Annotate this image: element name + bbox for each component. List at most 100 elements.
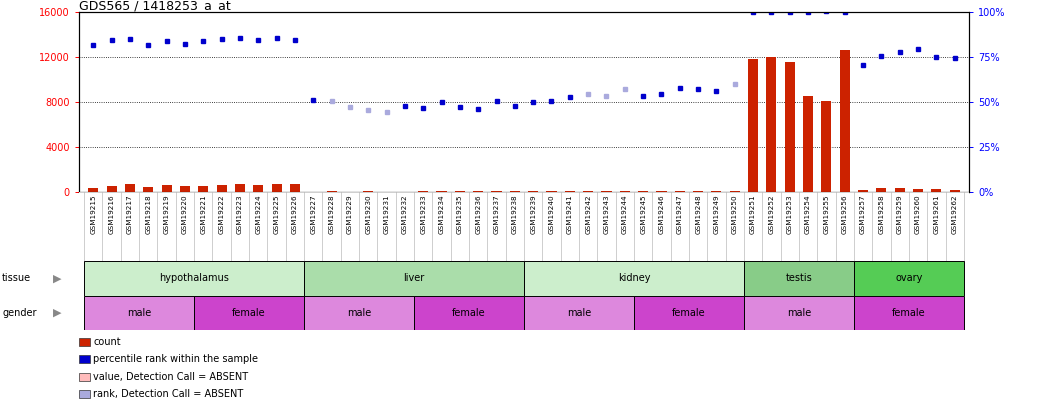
Text: tissue: tissue (2, 273, 31, 283)
Text: GSM19238: GSM19238 (511, 194, 518, 234)
Text: GSM19258: GSM19258 (878, 194, 885, 234)
Text: GSM19244: GSM19244 (621, 194, 628, 234)
Text: kidney: kidney (617, 273, 650, 283)
Bar (304, 296, 414, 330)
Bar (524, 296, 634, 330)
Text: GSM19256: GSM19256 (842, 194, 848, 234)
Text: rank, Detection Call = ABSENT: rank, Detection Call = ABSENT (93, 389, 243, 399)
Bar (858, 190, 868, 192)
Text: GSM19222: GSM19222 (219, 194, 224, 234)
Text: male: male (787, 308, 811, 318)
Text: GSM19246: GSM19246 (658, 194, 664, 234)
Text: GSM19229: GSM19229 (347, 194, 353, 234)
Text: GSM19220: GSM19220 (182, 194, 188, 234)
Text: GSM19221: GSM19221 (200, 194, 206, 234)
Text: GSM19259: GSM19259 (897, 194, 902, 234)
Bar (107, 186, 116, 192)
Text: GSM19234: GSM19234 (438, 194, 444, 234)
Bar (913, 189, 923, 192)
Bar (271, 184, 282, 192)
Bar (766, 57, 777, 192)
Bar (125, 185, 135, 192)
Text: GSM19236: GSM19236 (475, 194, 481, 234)
Text: GSM19242: GSM19242 (585, 194, 591, 234)
Bar (634, 296, 744, 330)
Text: GSM19248: GSM19248 (695, 194, 701, 234)
Bar (84, 296, 194, 330)
Text: value, Detection Call = ABSENT: value, Detection Call = ABSENT (93, 372, 248, 382)
Bar (949, 190, 960, 192)
Bar (194, 296, 304, 330)
Bar (744, 296, 854, 330)
Text: GSM19218: GSM19218 (146, 194, 151, 234)
Text: liver: liver (403, 273, 424, 283)
Text: GSM19219: GSM19219 (163, 194, 170, 234)
Bar (84, 261, 304, 296)
Bar (414, 296, 524, 330)
Text: GSM19262: GSM19262 (952, 194, 958, 234)
Text: GSM19232: GSM19232 (401, 194, 408, 234)
Text: GSM19249: GSM19249 (714, 194, 720, 234)
Bar (88, 188, 99, 192)
Text: GSM19215: GSM19215 (90, 194, 96, 234)
Text: male: male (127, 308, 151, 318)
Text: GSM19245: GSM19245 (640, 194, 647, 234)
Bar (524, 261, 744, 296)
Text: GSM19254: GSM19254 (805, 194, 811, 234)
Bar (932, 189, 941, 192)
Text: testis: testis (786, 273, 812, 283)
Bar (803, 96, 813, 192)
Bar (198, 186, 209, 192)
Bar (161, 185, 172, 192)
Text: GSM19240: GSM19240 (548, 194, 554, 234)
Text: GSM19216: GSM19216 (109, 194, 114, 234)
Bar (854, 296, 964, 330)
Text: GSM19227: GSM19227 (310, 194, 316, 234)
Text: GSM19223: GSM19223 (237, 194, 243, 234)
Bar (876, 188, 887, 192)
Text: GSM19253: GSM19253 (787, 194, 792, 234)
Text: GSM19255: GSM19255 (824, 194, 829, 234)
Text: GSM19226: GSM19226 (292, 194, 298, 234)
Bar (785, 62, 794, 192)
Bar (254, 185, 263, 192)
Bar (744, 261, 854, 296)
Text: GSM19235: GSM19235 (457, 194, 463, 234)
Text: GSM19257: GSM19257 (860, 194, 866, 234)
Text: percentile rank within the sample: percentile rank within the sample (93, 354, 258, 364)
Text: GSM19252: GSM19252 (768, 194, 774, 234)
Text: GSM19228: GSM19228 (328, 194, 334, 234)
Text: female: female (233, 308, 266, 318)
Text: GSM19250: GSM19250 (732, 194, 738, 234)
Text: GSM19225: GSM19225 (274, 194, 280, 234)
Text: GDS565 / 1418253_a_at: GDS565 / 1418253_a_at (79, 0, 231, 12)
Text: ovary: ovary (895, 273, 922, 283)
Text: GSM19231: GSM19231 (384, 194, 390, 234)
Text: GSM19230: GSM19230 (365, 194, 371, 234)
Text: female: female (892, 308, 925, 318)
Text: male: male (347, 308, 371, 318)
Text: gender: gender (2, 308, 37, 318)
Bar (235, 184, 245, 192)
Bar (364, 191, 373, 192)
Text: count: count (93, 337, 121, 347)
Text: GSM19217: GSM19217 (127, 194, 133, 234)
Bar (290, 184, 300, 192)
Text: GSM19233: GSM19233 (420, 194, 427, 234)
Text: female: female (452, 308, 486, 318)
Bar (854, 261, 964, 296)
Text: GSM19247: GSM19247 (677, 194, 683, 234)
Text: GSM19224: GSM19224 (256, 194, 261, 234)
Text: GSM19239: GSM19239 (530, 194, 537, 234)
Text: male: male (567, 308, 591, 318)
Bar (822, 101, 831, 192)
Bar (304, 261, 524, 296)
Bar (895, 188, 904, 192)
Bar (839, 51, 850, 192)
Bar (144, 187, 153, 192)
Text: GSM19260: GSM19260 (915, 194, 921, 234)
Text: GSM19261: GSM19261 (934, 194, 939, 234)
Text: GSM19243: GSM19243 (604, 194, 610, 234)
Text: GSM19237: GSM19237 (494, 194, 500, 234)
Text: female: female (672, 308, 705, 318)
